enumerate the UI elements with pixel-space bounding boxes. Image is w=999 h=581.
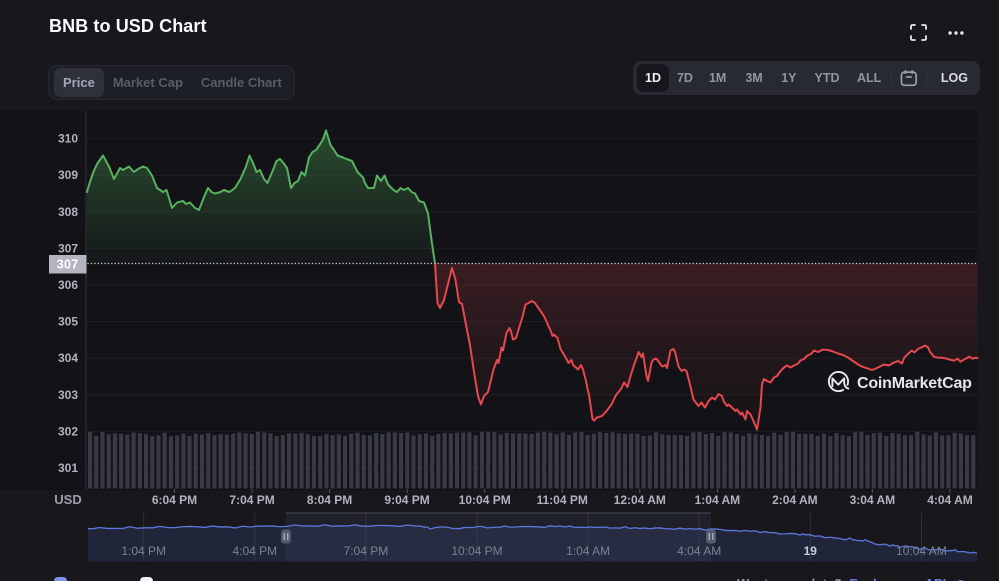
svg-text:10:04 PM: 10:04 PM xyxy=(451,544,502,558)
svg-text:19: 19 xyxy=(804,544,818,558)
svg-text:310: 310 xyxy=(58,132,78,146)
svg-text:308: 308 xyxy=(58,205,78,219)
svg-text:301: 301 xyxy=(58,461,78,475)
svg-text:309: 309 xyxy=(58,168,78,182)
svg-text:1:04 AM: 1:04 AM xyxy=(566,544,610,558)
svg-text:303: 303 xyxy=(58,388,78,402)
svg-text:4:04 PM: 4:04 PM xyxy=(232,544,277,558)
svg-text:9:04 PM: 9:04 PM xyxy=(384,493,429,507)
svg-text:306: 306 xyxy=(58,278,78,292)
svg-text:4:04 AM: 4:04 AM xyxy=(677,544,721,558)
svg-text:307: 307 xyxy=(57,257,79,272)
svg-text:4:04 AM: 4:04 AM xyxy=(927,493,973,507)
svg-text:1:04 PM: 1:04 PM xyxy=(121,544,166,558)
svg-text:6:04 PM: 6:04 PM xyxy=(152,493,197,507)
svg-text:3:04 AM: 3:04 AM xyxy=(850,493,896,507)
svg-text:12:04 AM: 12:04 AM xyxy=(614,493,666,507)
svg-text:8:04 PM: 8:04 PM xyxy=(307,493,352,507)
svg-text:10:04 AM: 10:04 AM xyxy=(896,544,947,558)
svg-text:304: 304 xyxy=(58,351,78,365)
svg-text:CoinMarketCap: CoinMarketCap xyxy=(857,375,972,392)
svg-text:10:04 PM: 10:04 PM xyxy=(459,493,511,507)
svg-text:7:04 PM: 7:04 PM xyxy=(229,493,274,507)
svg-text:305: 305 xyxy=(58,315,78,329)
svg-text:USD: USD xyxy=(54,492,81,507)
svg-text:302: 302 xyxy=(58,424,78,438)
svg-text:2:04 AM: 2:04 AM xyxy=(772,493,818,507)
svg-text:7:04 PM: 7:04 PM xyxy=(344,544,389,558)
svg-text:11:04 PM: 11:04 PM xyxy=(537,493,588,507)
svg-text:1:04 AM: 1:04 AM xyxy=(695,493,741,507)
svg-text:307: 307 xyxy=(58,241,78,255)
